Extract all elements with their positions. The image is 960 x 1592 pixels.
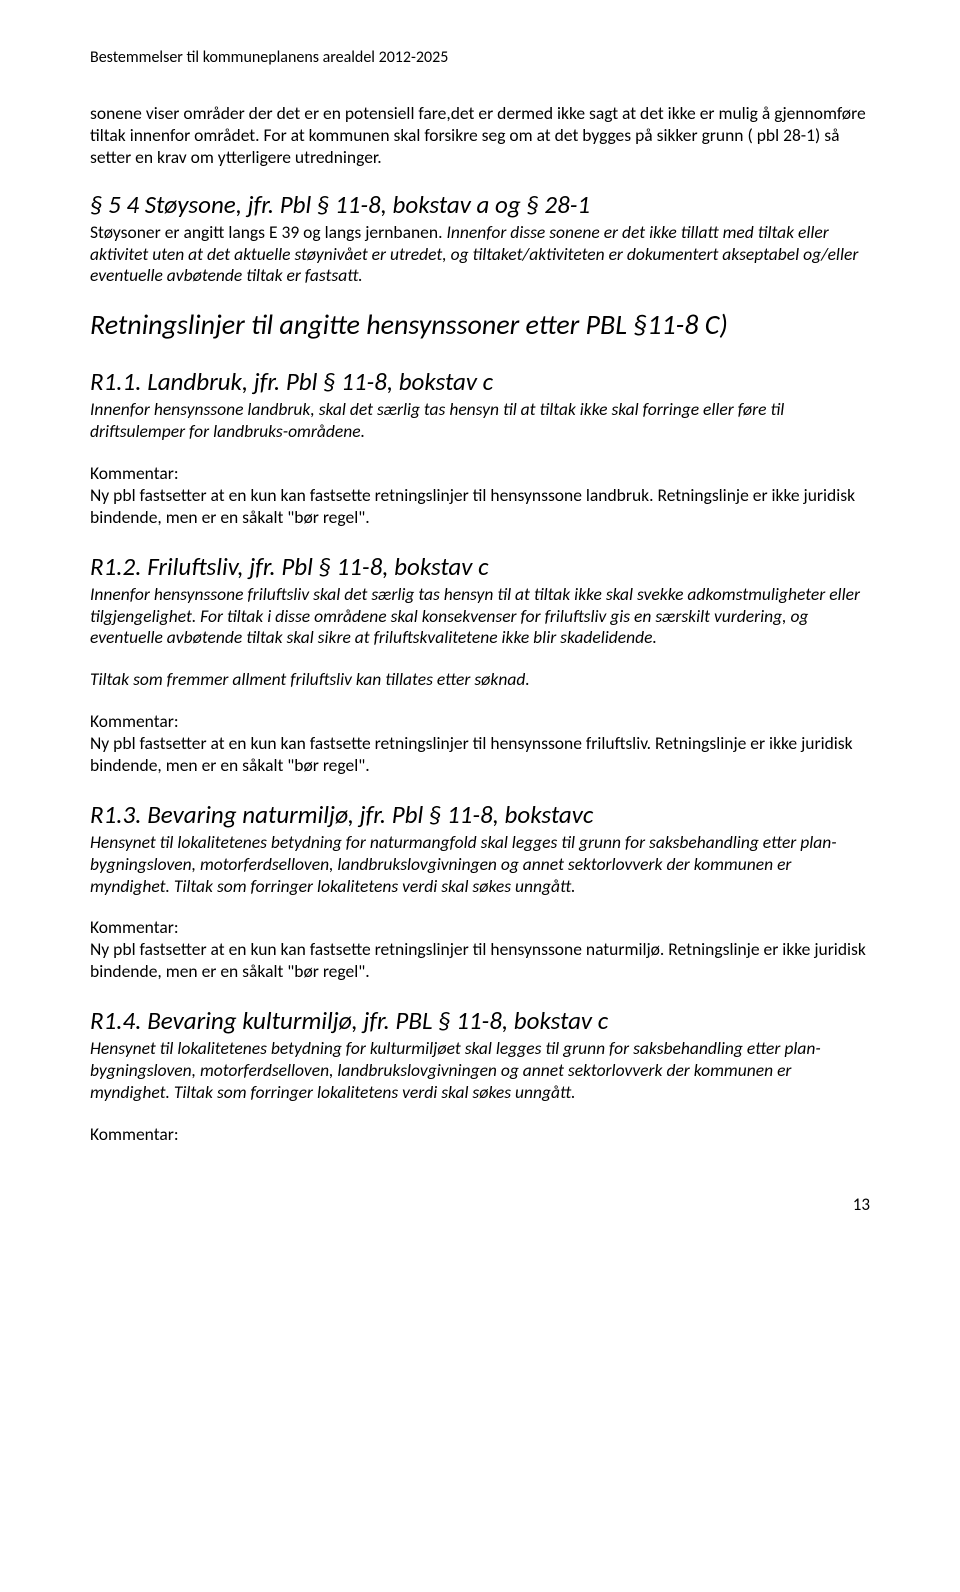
r1-2-body-2: Tiltak som fremmer allment friluftsliv k… [90,669,870,691]
r1-1-body: Innenfor hensynssone landbruk, skal det … [90,399,870,443]
r1-3-kommentar: Ny pbl fastsetter at en kun kan fastsett… [90,939,870,983]
r1-2-title: R1.2. Friluftsliv, jfr. Pbl § 11-8, boks… [90,551,870,582]
r1-3-title: R1.3. Bevaring naturmiljø, jfr. Pbl § 11… [90,799,870,830]
r1-2-body: Innenfor hensynssone friluftsliv skal de… [90,584,870,650]
r1-1-title: R1.1. Landbruk, jfr. Pbl § 11-8, bokstav… [90,366,870,397]
r1-1-kommentar: Ny pbl fastsetter at en kun kan fastsett… [90,485,870,529]
retningslinjer-title: Retningslinjer til angitte hensynssoner … [90,307,870,342]
kommentar-label: Kommentar: [90,711,870,733]
r1-4-title: R1.4. Bevaring kulturmiljø, jfr. PBL § 1… [90,1005,870,1036]
kommentar-label: Kommentar: [90,463,870,485]
r1-4-body: Hensynet til lokalitetenes betydning for… [90,1038,870,1104]
r1-3-body: Hensynet til lokalitetenes betydning for… [90,832,870,898]
page-number: 13 [90,1194,870,1215]
document-header: Bestemmelser til kommuneplanens arealdel… [90,48,870,67]
intro-paragraph: sonene viser områder der det er en poten… [90,103,870,169]
r1-2-kommentar: Ny pbl fastsetter at en kun kan fastsett… [90,733,870,777]
section-5-4-title: § 5 4 Støysone, jfr. Pbl § 11-8, bokstav… [90,189,870,220]
section-5-4-lead: Støysoner er angitt langs E 39 og langs … [90,221,443,243]
kommentar-label: Kommentar: [90,1124,870,1146]
kommentar-label: Kommentar: [90,917,870,939]
section-5-4-body: Støysoner er angitt langs E 39 og langs … [90,222,870,288]
